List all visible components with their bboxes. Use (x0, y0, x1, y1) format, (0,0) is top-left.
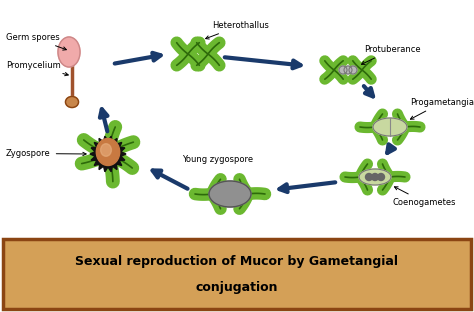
Circle shape (377, 173, 384, 181)
Text: Heterothallus: Heterothallus (206, 21, 269, 39)
Text: Zygospore: Zygospore (6, 149, 86, 158)
Circle shape (372, 173, 379, 181)
Text: Germ spores: Germ spores (6, 33, 66, 50)
Text: Coenogametes: Coenogametes (393, 187, 456, 207)
Ellipse shape (100, 144, 111, 156)
Circle shape (349, 66, 357, 74)
FancyBboxPatch shape (3, 239, 471, 309)
Polygon shape (90, 136, 126, 172)
Ellipse shape (373, 118, 407, 136)
Text: Promycelium: Promycelium (6, 61, 68, 76)
Circle shape (365, 173, 373, 181)
Text: Sexual reproduction of Mucor by Gametangial: Sexual reproduction of Mucor by Gametang… (75, 255, 399, 267)
Ellipse shape (96, 139, 120, 165)
Text: Young zygospore: Young zygospore (182, 155, 254, 164)
Text: Progametangia: Progametangia (410, 98, 474, 119)
Text: Protuberance: Protuberance (362, 45, 420, 64)
Ellipse shape (58, 37, 80, 67)
Circle shape (339, 66, 347, 74)
Ellipse shape (65, 96, 79, 108)
Ellipse shape (209, 181, 251, 207)
Text: conjugation: conjugation (196, 280, 278, 294)
Circle shape (344, 66, 352, 74)
Ellipse shape (359, 169, 391, 185)
